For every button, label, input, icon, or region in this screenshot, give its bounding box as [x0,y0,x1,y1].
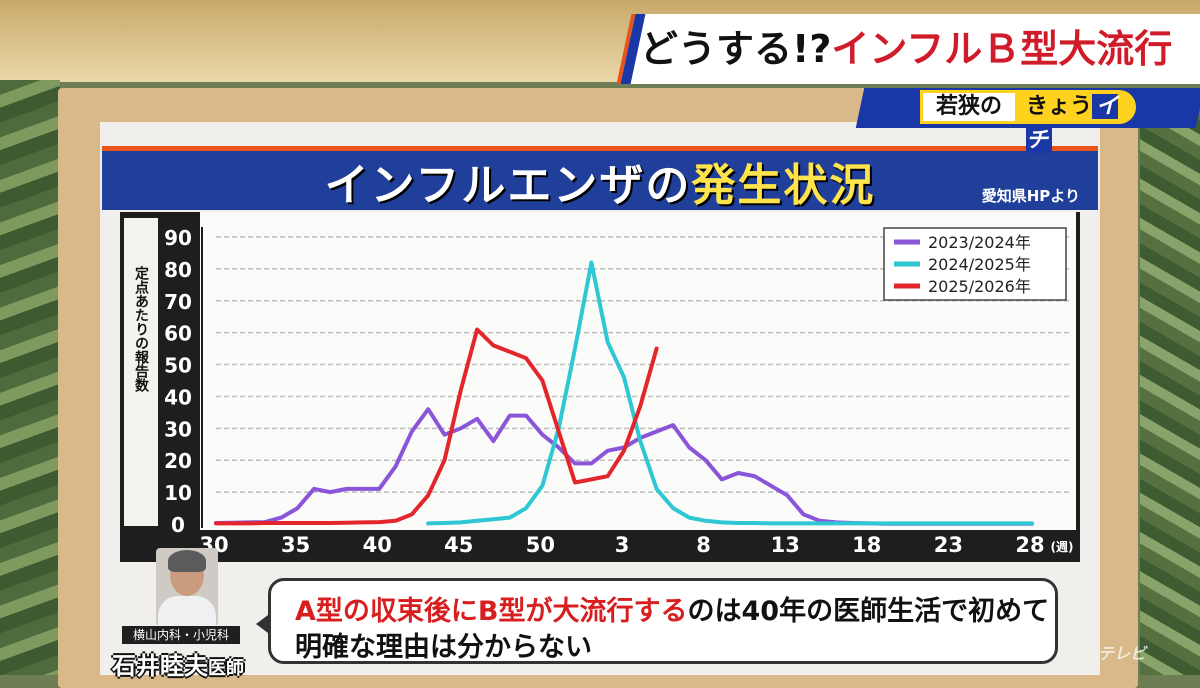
doctor-affiliation: 横山内科・小児科 [122,626,240,644]
doctor-name-text: 石井睦夫 [112,652,208,680]
topic-red: インフルＢ型大流行 [831,27,1173,71]
legend-label: 2025/2026年 [928,277,1031,296]
chart-title: インフルエンザの発生状況 [102,149,1098,213]
source-note: 愛知県HPより [981,187,1080,205]
y-axis-label: 定点あたりの報告数 [133,266,149,392]
program-logo: きょう イチ [1018,90,1136,153]
title-highlight: 発生状況 [691,160,876,211]
y-tick-label: 80 [164,258,192,282]
doctor-photo [156,548,218,626]
legend-label: 2024/2025年 [928,255,1031,274]
x-tick-label: 8 [696,533,711,557]
program-name-right: きょう [1026,94,1093,119]
broadcaster-watermark: テレビ [1098,644,1147,663]
studio-foliage-left [0,80,60,675]
chart-title-banner: インフルエンザの発生状況 愛知県HPより [102,146,1098,213]
y-tick-label: 0 [171,513,185,537]
title-main: インフルエンザの [324,160,692,211]
studio-foliage-right [1140,110,1200,675]
legend-label: 2023/2024年 [928,233,1031,252]
quote-rest: のは40年の医師生活で初めて [687,596,1050,627]
x-tick-label: 35 [281,533,310,557]
x-tick-label: 13 [771,533,800,557]
program-name-left: 若狭の [920,90,1018,124]
quote-red-part-1: A型の収束後に [295,596,478,627]
doctor-hair [168,550,206,572]
doctor-title: 医師 [208,658,244,679]
y-tick-label: 50 [164,354,192,378]
y-tick-label: 40 [164,385,192,409]
y-tick-label: 10 [164,481,192,505]
x-tick-label: 23 [934,533,963,557]
y-tick-label: 60 [164,322,192,346]
quote-speech-bubble: A型の収束後にB型が大流行するのは40年の医師生活で初めて 明確な理由は分からな… [268,578,1058,664]
y-axis-label-box: 定点あたりの報告数 [124,218,158,526]
x-tick-label: 40 [363,533,392,557]
topic-black: どうする!? [640,27,832,71]
x-tick-label: 3 [615,533,630,557]
x-tick-label: 28 [1015,533,1044,557]
doctor-coat [158,596,216,626]
x-tick-label: 45 [444,533,473,557]
y-tick-label: 90 [164,226,192,250]
topic-text: どうする!?インフルＢ型大流行 [640,18,1172,73]
quote-line-1: A型の収束後にB型が大流行するのは40年の医師生活で初めて [295,589,1049,628]
y-tick-label: 30 [164,417,192,441]
x-axis-unit: (週) [1051,539,1074,554]
series-line-1 [214,407,1034,526]
series-line-2 [426,260,1034,526]
x-tick-label: 18 [852,533,881,557]
series-line-3 [214,327,659,526]
x-tick-label: 50 [526,533,555,557]
quote-line-2: 明確な理由は分からない [295,632,592,663]
y-tick-label: 20 [164,449,192,473]
doctor-name: 石井睦夫医師 [112,646,244,681]
y-tick-label: 70 [164,290,192,314]
quote-red-part-2: B型が大流行する [477,596,688,627]
